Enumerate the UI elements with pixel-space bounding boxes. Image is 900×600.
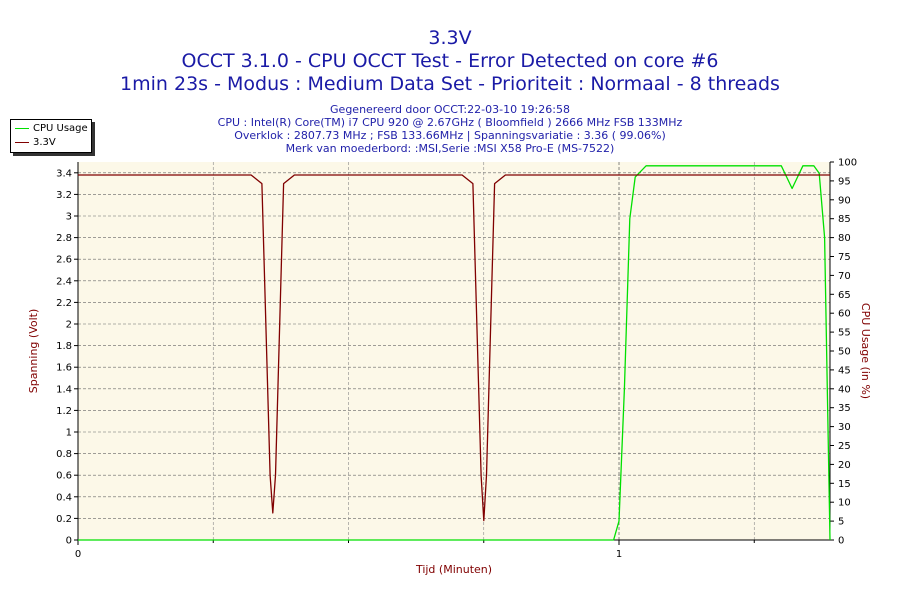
y-tick-label: 0 [66,536,72,547]
y2-tick-label: 5 [838,517,844,528]
y-tick-label: 3 [66,212,72,223]
series-line-3v3 [78,174,830,522]
y2-tick-label: 15 [838,479,851,490]
x-axis-label: Tijd (Minuten) [415,563,492,576]
y2-tick-label: 50 [838,347,851,358]
y2-tick-label: 85 [838,214,851,225]
info-generated: Gegenereerd door OCCT:22-03-10 19:26:58 [330,103,570,116]
y2-tick-label: 100 [838,158,857,169]
y-tick-label: 1.4 [56,384,72,395]
legend-label-3v3: 3.3V [33,137,56,148]
y2-tick-label: 20 [838,460,851,471]
y-axis-label: Spanning (Volt) [27,309,40,394]
y2-tick-label: 35 [838,403,851,414]
y2-tick-label: 95 [838,176,851,187]
y2-tick-label: 45 [838,365,851,376]
y2-axis-label: CPU Usage (in %) [859,303,872,399]
y-tick-label: 0.2 [56,514,72,525]
legend-swatch-3v3 [15,142,29,143]
y-tick-label: 0.6 [56,471,72,482]
y2-tick-label: 10 [838,498,851,509]
y-tick-label: 1 [66,428,72,439]
y-tick-label: 1.8 [56,341,72,352]
y2-tick-label: 0 [838,536,844,547]
legend: CPU Usage 3.3V [10,119,92,153]
y2-tick-label: 80 [838,233,851,244]
chart-subtitle-2: 1min 23s - Modus : Medium Data Set - Pri… [120,73,780,95]
info-overclock: Overklok : 2807.73 MHz ; FSB 133.66MHz |… [234,129,666,142]
plot-background [78,162,830,540]
y2-tick-label: 25 [838,441,851,452]
y2-tick-label: 55 [838,328,851,339]
y2-tick-label: 40 [838,384,851,395]
legend-item-3v3: 3.3V [15,136,56,149]
y-tick-label: 2 [66,320,72,331]
y-tick-label: 2.8 [56,233,72,244]
y-tick-label: 0.4 [56,492,72,503]
y2-tick-label: 60 [838,309,851,320]
y-tick-label: 2.4 [56,276,72,287]
info-cpu: CPU : Intel(R) Core(TM) i7 CPU 920 @ 2.6… [217,116,683,129]
x-tick-label: 1 [616,549,622,560]
y-tick-label: 3.2 [56,190,72,201]
y-tick-label: 2.6 [56,255,72,266]
legend-swatch-cpu-usage [15,128,29,129]
y-tick-label: 2.2 [56,298,72,309]
y-tick-label: 0.8 [56,449,72,460]
x-tick-label: 0 [75,549,81,560]
legend-label-cpu-usage: CPU Usage [33,123,88,134]
y-tick-label: 3.4 [56,168,72,179]
chart-title: 3.3V [428,27,472,49]
legend-item-cpu-usage: CPU Usage [15,122,88,135]
y2-tick-label: 90 [838,195,851,206]
series-line-cpu-usage [78,165,831,541]
y2-tick-label: 30 [838,422,851,433]
y-tick-label: 1.6 [56,363,72,374]
y2-tick-label: 70 [838,271,851,282]
info-motherboard: Merk van moederbord: :MSI,Serie :MSI X58… [285,142,615,155]
y2-tick-label: 65 [838,290,851,301]
y-tick-label: 1.2 [56,406,72,417]
y2-tick-label: 75 [838,252,851,263]
chart-subtitle: OCCT 3.1.0 - CPU OCCT Test - Error Detec… [181,50,719,72]
